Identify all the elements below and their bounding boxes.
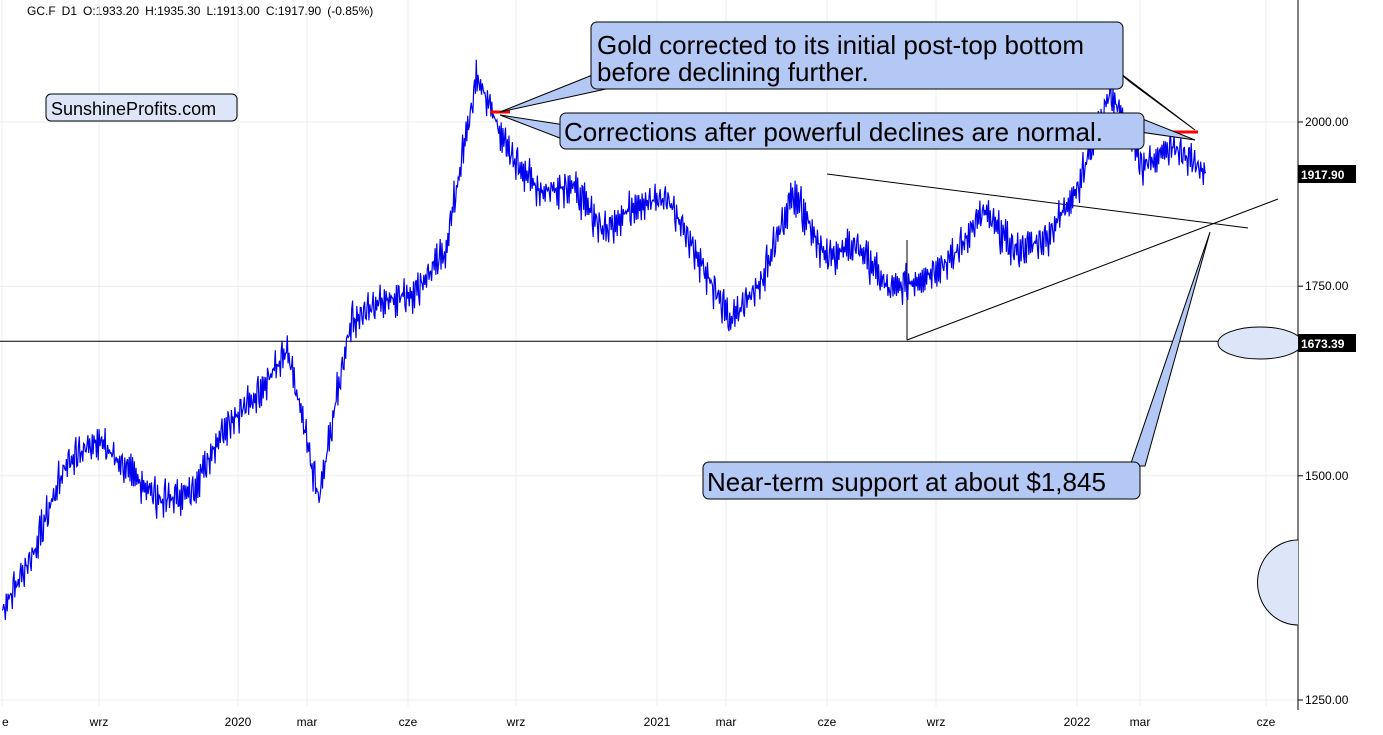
y-axis: 2000.00 1750.00 1500.00 1250.00 [1298, 115, 1349, 707]
callout-middle-text: Corrections after powerful declines are … [564, 117, 1103, 147]
y-tick-label: 1750.00 [1305, 279, 1349, 293]
y-tick-label: 1250.00 [1305, 693, 1349, 707]
x-axis: e wrz 2020 mar cze wrz 2021 mar cze wrz 2022 mar cze [2, 715, 1276, 729]
callout-top-line2: before declining further. [597, 57, 869, 87]
symbol: GC.F [27, 4, 56, 18]
support-price-label: 1673.39 [1298, 334, 1356, 352]
callout-pointer-middle [499, 114, 566, 141]
watermark-text: SunshineProfits.com [51, 99, 216, 119]
watermark-box: SunshineProfits.com [45, 93, 238, 122]
upper-trendline [826, 173, 1249, 229]
open-value: O:1933.20 [83, 4, 140, 18]
change-value: (-0.85%) [327, 4, 374, 18]
y-tick-label: 1500.00 [1305, 469, 1349, 483]
x-tick-label: wrz [926, 715, 946, 729]
low-value: L:1913.00 [206, 4, 260, 18]
high-value: H:1935.30 [145, 4, 201, 18]
callout-top: Gold corrected to its initial post-top b… [590, 21, 1124, 90]
x-tick-label: cze [818, 715, 837, 729]
callout-middle: Corrections after powerful declines are … [559, 112, 1145, 150]
callout-bottom-text: Near-term support at about $1,845 [707, 467, 1106, 497]
lower-trendline [906, 198, 1279, 341]
x-tick-label: wrz [506, 715, 526, 729]
x-tick-label: 2020 [225, 715, 252, 729]
interval: D1 [61, 4, 78, 18]
lower-ellipse [1257, 539, 1299, 626]
last-price-text: 1917.90 [1301, 168, 1345, 182]
callout-bottom: Near-term support at about $1,845 [702, 461, 1141, 500]
x-tick-label: 2022 [1064, 715, 1091, 729]
support-ellipse [1217, 326, 1303, 360]
x-tick-label: cze [1257, 715, 1276, 729]
callout-pointer-bottom [1129, 231, 1211, 467]
last-price-label: 1917.90 [1298, 165, 1356, 183]
support-price-text: 1673.39 [1301, 337, 1345, 351]
x-tick-label: wrz [89, 715, 109, 729]
x-tick-label: mar [1130, 715, 1151, 729]
x-tick-label: cze [399, 715, 418, 729]
x-tick-label: mar [297, 715, 318, 729]
gold-price-series [1, 59, 1207, 621]
callout-pointer-middle-right [1139, 117, 1196, 141]
x-tick-label: e [2, 715, 9, 729]
x-tick-label: mar [716, 715, 737, 729]
y-tick-label: 2000.00 [1305, 115, 1349, 129]
callout-top-line1: Gold corrected to its initial post-top b… [597, 30, 1084, 60]
x-tick-label: 2021 [644, 715, 671, 729]
